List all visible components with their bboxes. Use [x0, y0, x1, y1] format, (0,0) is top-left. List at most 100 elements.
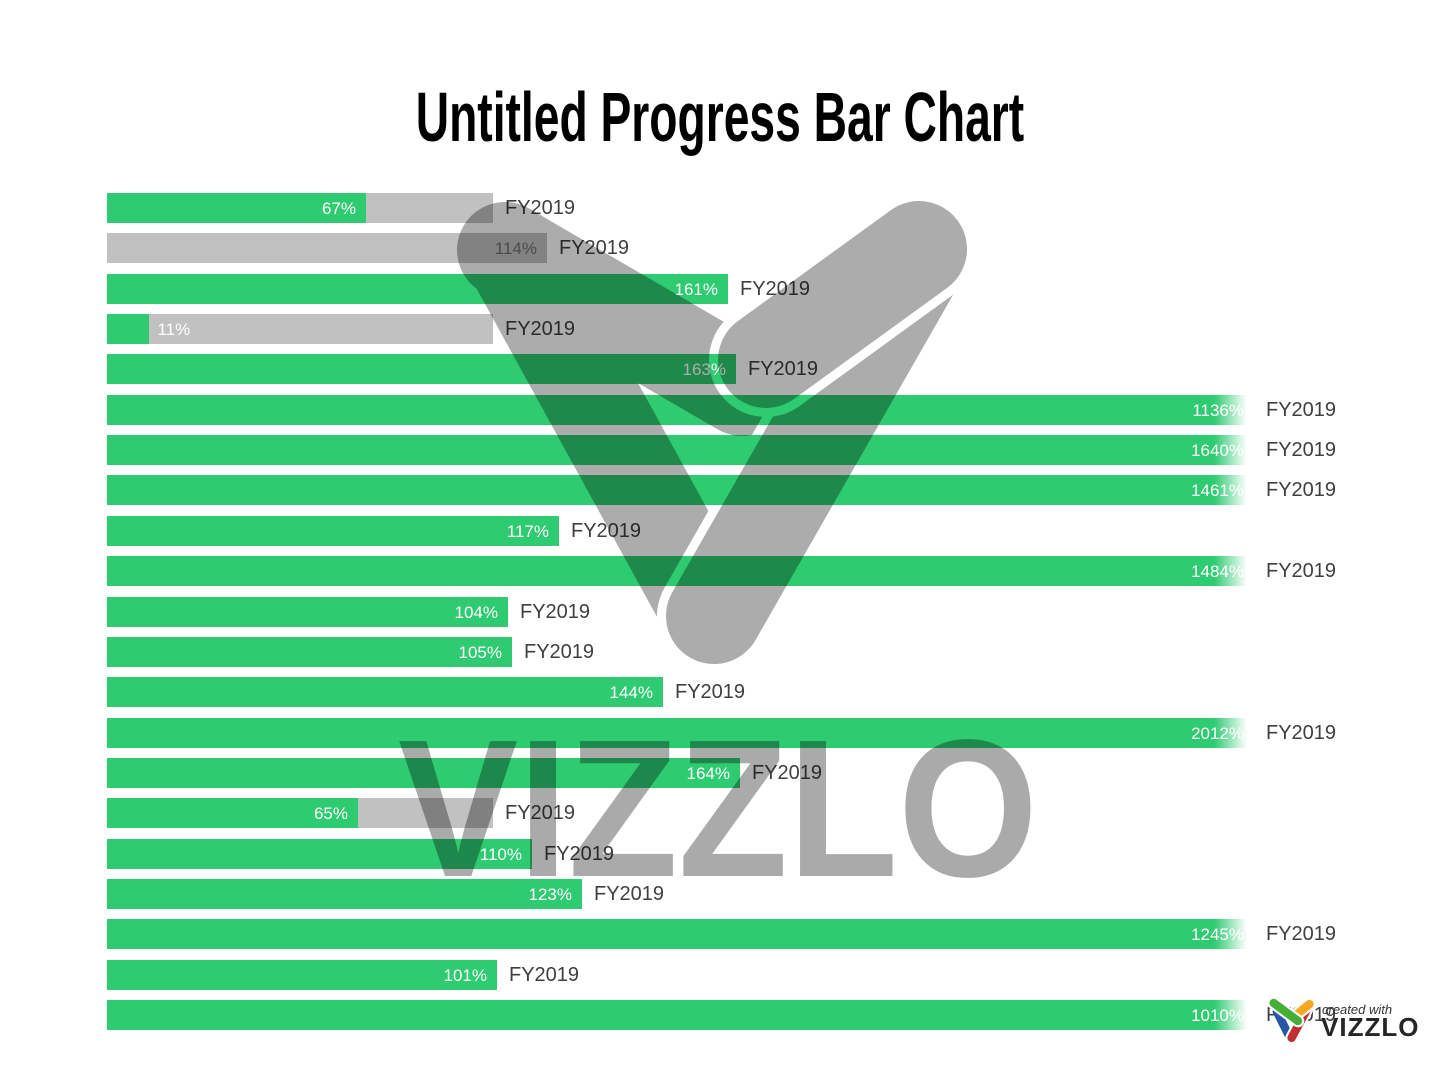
title-row: Untitled Progress Bar Chart	[0, 82, 1440, 152]
bar-row: 161% FY2019	[107, 273, 1287, 304]
bar-value-label: 11%	[157, 320, 191, 340]
bar-fill	[107, 919, 1254, 950]
bar-row: 1245% FY2019	[107, 919, 1336, 950]
bar-value-label: 67%	[321, 199, 356, 218]
bar-category-label: FY2019	[594, 883, 665, 905]
bar-fill	[107, 193, 366, 223]
bar-value-label: 1136%	[107, 395, 1244, 425]
bar-value-label: 163%	[682, 360, 726, 380]
bar-row: 144% FY2019	[107, 677, 1287, 708]
bar-fill	[107, 515, 559, 546]
bar-category-label: FY2019	[524, 640, 595, 663]
bar-row: 104% FY2019	[107, 596, 1287, 627]
bar-value-label: 1461%	[107, 475, 1244, 505]
bar-fill	[107, 394, 1254, 425]
bar-value-label: 161%	[674, 279, 718, 299]
bar-fill	[107, 798, 358, 829]
bar-fill	[107, 636, 512, 667]
bar-fill	[107, 475, 1254, 506]
bar-fill	[107, 717, 1254, 748]
bar-clip-fade	[1214, 394, 1255, 425]
bar-category-label: FY2019	[559, 237, 630, 260]
bar-category-label: FY2019	[1266, 923, 1337, 946]
bar-row: 105% FY2019	[107, 636, 1287, 667]
bar-fill	[107, 677, 663, 708]
bar-fill	[107, 838, 532, 869]
chart-title: Untitled Progress Bar Chart	[415, 78, 1025, 156]
bar-value-label: 1640%	[107, 435, 1244, 465]
bar-category-label: FY2019	[571, 519, 642, 542]
bar-fill	[107, 959, 497, 990]
bar-fill	[107, 273, 728, 304]
bar-row: 164% FY2019	[107, 757, 1287, 788]
bar-value-label: 105%	[458, 642, 502, 662]
bar-value-label: 1484%	[107, 556, 1244, 586]
bar-row: 163% FY2019	[107, 354, 1287, 385]
bar-value-label: 1010%	[107, 1000, 1244, 1030]
bar-row: 1640% FY2019	[107, 435, 1336, 466]
bar-clip-fade	[1214, 556, 1255, 587]
bar-fill	[107, 233, 547, 264]
bar-row: 11% FY2019	[107, 314, 1287, 345]
bar-row: 67% FY2019	[107, 193, 1287, 223]
bar-value-label: 2012%	[107, 718, 1244, 748]
bar-fill	[107, 556, 1254, 587]
bar-category-label: FY2019	[505, 318, 576, 341]
bar-clip-fade	[1214, 435, 1255, 466]
bar-fill	[107, 314, 149, 345]
bar-value-label: 110%	[479, 844, 522, 864]
bar-category-label: FY2019	[1266, 479, 1337, 502]
bar-value-label: 114%	[494, 239, 537, 259]
bar-fill	[107, 354, 736, 385]
bar-fill	[107, 435, 1254, 466]
bar-clip-fade	[1214, 475, 1255, 506]
logo-green-stroke	[1269, 998, 1303, 1026]
bar-clip-fade	[1214, 717, 1255, 748]
bar-value-label: 101%	[443, 965, 487, 985]
bar-category-label: FY2019	[509, 963, 580, 986]
bar-category-label: FY2019	[1266, 721, 1337, 744]
bar-track	[107, 314, 493, 345]
bar-row: 110% FY2019	[107, 838, 1287, 869]
bar-value-label: 144%	[609, 683, 653, 703]
bar-value-label: 123%	[528, 885, 572, 904]
bar-row: 123% FY2019	[107, 879, 1287, 909]
bar-category-label: FY2019	[740, 277, 811, 300]
bar-category-label: FY2019	[675, 681, 746, 704]
bar-category-label: FY2019	[544, 842, 615, 865]
bar-value-label: 164%	[686, 763, 730, 783]
vizzlo-badge: created with VIZZLO	[1261, 997, 1440, 1049]
vizzlo-wordmark: VIZZLO	[1321, 1012, 1420, 1042]
bar-row: 101% FY2019	[107, 959, 1287, 990]
bar-category-label: FY2019	[1266, 439, 1337, 462]
bar-category-label: FY2019	[505, 802, 576, 825]
bar-value-label: 117%	[506, 521, 549, 541]
bar-fill	[107, 1000, 1254, 1030]
bar-value-label: 65%	[313, 804, 348, 824]
bar-row: 1461% FY2019	[107, 475, 1336, 506]
created-with-text: created with	[1322, 1002, 1393, 1017]
bar-row: 1136% FY2019	[107, 394, 1336, 425]
vizzlo-logo-icon	[1267, 997, 1316, 1045]
bar-category-label: FY2019	[1266, 398, 1337, 421]
bar-category-label: FY2019	[1266, 560, 1337, 583]
bar-fill	[107, 596, 508, 627]
bar-row: 114% FY2019	[107, 233, 1287, 264]
bar-value-label: 1245%	[107, 919, 1244, 949]
bar-fill	[107, 757, 740, 788]
bar-row: 1484% FY2019	[107, 556, 1336, 587]
bar-row: 117% FY2019	[107, 515, 1287, 546]
bar-row: 1010%FY2019	[107, 1000, 1336, 1030]
bar-category-label: FY2019	[752, 761, 823, 784]
bar-row: 2012% FY2019	[107, 717, 1336, 748]
bar-value-label: 104%	[454, 602, 498, 622]
chart-area: 67% FY2019 114% FY2019 161% FY2019 11% FY2019 16…	[107, 0, 1336, 1080]
bar-category-label: FY2019	[520, 600, 591, 623]
bar-category-label: FY2019	[505, 197, 576, 219]
bar-clip-fade	[1214, 919, 1255, 950]
bar-clip-fade	[1214, 1000, 1255, 1030]
bar-category-label: FY2019	[748, 358, 819, 381]
bar-row: 65% FY2019	[107, 798, 1287, 829]
bar-fill	[107, 879, 582, 909]
